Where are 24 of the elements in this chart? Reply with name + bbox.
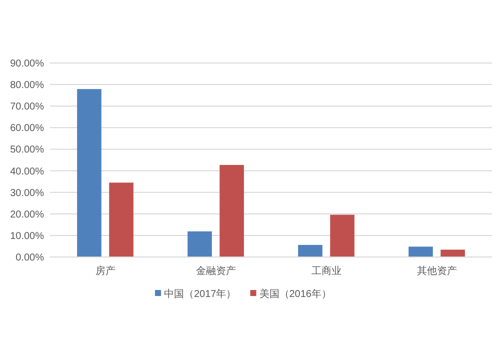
- bar: [77, 89, 102, 257]
- bar: [298, 244, 322, 257]
- y-tick-label: 0.00%: [16, 252, 44, 264]
- y-tick-label: 60.00%: [10, 123, 44, 134]
- bar: [109, 182, 134, 257]
- bar: [188, 231, 212, 257]
- bar: [440, 250, 465, 257]
- y-tick-label: 80.00%: [10, 80, 44, 92]
- legend-label: 美国（2016年）: [259, 288, 332, 300]
- y-tick-label: 30.00%: [10, 188, 44, 199]
- x-tick-label: 工商业: [311, 265, 342, 277]
- y-tick-label: 40.00%: [10, 166, 44, 178]
- y-tick-label: 90.00%: [10, 58, 44, 70]
- bar: [330, 214, 354, 257]
- y-tick-label: 70.00%: [10, 102, 44, 113]
- y-tick-label: 50.00%: [10, 144, 44, 156]
- y-tick-label: 10.00%: [10, 230, 44, 242]
- bar: [408, 246, 433, 257]
- legend-label: 中国（2017年）: [164, 288, 236, 300]
- x-tick-label: 房产: [95, 265, 116, 277]
- y-tick-label: 20.00%: [10, 209, 44, 220]
- bar: [220, 164, 244, 257]
- x-tick-label: 其他资产: [416, 265, 457, 277]
- x-tick-label: 金融资产: [196, 265, 236, 277]
